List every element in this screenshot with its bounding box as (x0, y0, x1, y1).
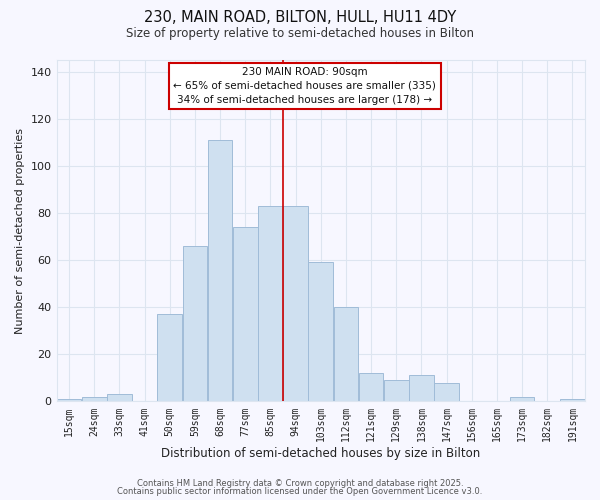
Text: 230, MAIN ROAD, BILTON, HULL, HU11 4DY: 230, MAIN ROAD, BILTON, HULL, HU11 4DY (144, 10, 456, 25)
Bar (208, 140, 232, 402)
Bar (409, 376, 434, 402)
Bar (308, 262, 333, 402)
X-axis label: Distribution of semi-detached houses by size in Bilton: Distribution of semi-detached houses by … (161, 447, 481, 460)
Text: 230 MAIN ROAD: 90sqm    
← 65% of semi-detached houses are smaller (335)
34% of : 230 MAIN ROAD: 90sqm ← 65% of semi-detac… (173, 67, 436, 105)
Text: Contains HM Land Registry data © Crown copyright and database right 2025.: Contains HM Land Registry data © Crown c… (137, 478, 463, 488)
Bar (107, 394, 132, 402)
Bar (57, 399, 82, 402)
Bar (283, 206, 308, 402)
Text: Size of property relative to semi-detached houses in Bilton: Size of property relative to semi-detach… (126, 28, 474, 40)
Bar (384, 380, 409, 402)
Bar (182, 246, 207, 402)
Bar (258, 206, 283, 402)
Bar (157, 314, 182, 402)
Bar (560, 399, 585, 402)
Bar (233, 227, 257, 402)
Bar (82, 396, 107, 402)
Y-axis label: Number of semi-detached properties: Number of semi-detached properties (15, 128, 25, 334)
Text: Contains public sector information licensed under the Open Government Licence v3: Contains public sector information licen… (118, 487, 482, 496)
Bar (359, 373, 383, 402)
Bar (334, 307, 358, 402)
Bar (510, 396, 535, 402)
Bar (434, 382, 459, 402)
